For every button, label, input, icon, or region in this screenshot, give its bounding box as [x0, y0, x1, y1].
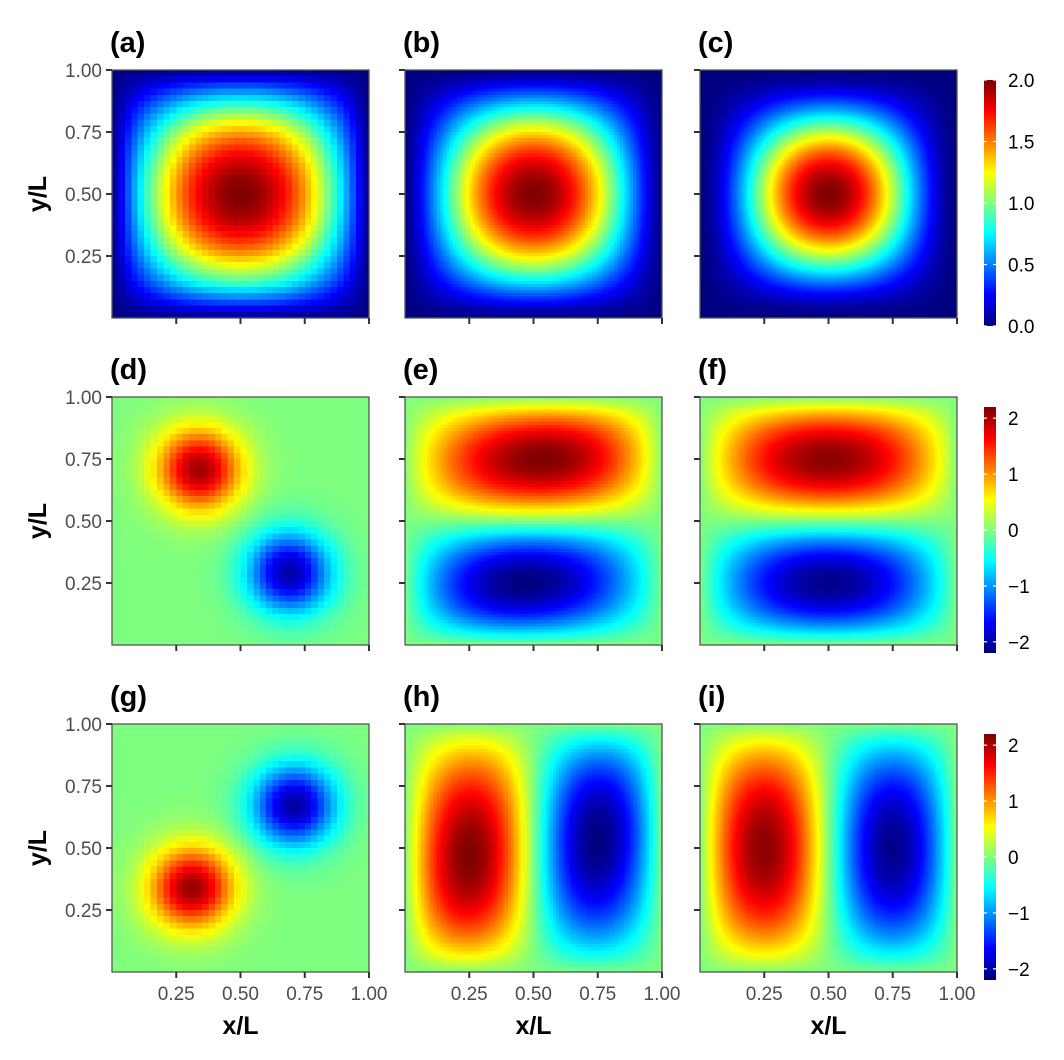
panel-i: (i) 0.25 0.50 0.75 1.00 x/L	[694, 681, 975, 1040]
colorbar-tick-label: −2	[1008, 633, 1030, 654]
heatmap-image	[700, 397, 957, 645]
y-tick-label: 1.00	[65, 388, 102, 409]
colorbar-tick-label: 2.0	[1008, 71, 1034, 92]
heatmap-image	[112, 724, 369, 972]
panel-label: (g)	[110, 681, 147, 713]
x-axis-title: x/L	[515, 1012, 551, 1040]
x-axis-title: x/L	[810, 1012, 846, 1040]
x-tick-label: 0.50	[810, 984, 847, 1005]
colorbar-tick-label: 1	[1008, 465, 1019, 486]
panel-d: (d) 0.25 0.50 0.75 1.00 y/L	[24, 354, 370, 651]
x-tick-label: 0.50	[222, 984, 259, 1005]
colorbar-tick-label: 0	[1008, 848, 1019, 869]
y-tick-label: 1.00	[65, 715, 102, 736]
x-tick-label: 0.75	[874, 984, 911, 1005]
heatmap-image	[405, 724, 662, 972]
colorbar-tick-label: −1	[1008, 577, 1030, 598]
heatmap-image	[112, 397, 369, 645]
colorbar-tick-label: 2	[1008, 409, 1019, 430]
panels-layer: (a) 0.25 0.50 0.75 1.00 y/L (b) (c) (d) 0.25 0.50 0…	[24, 27, 975, 1040]
heatmap-image	[405, 397, 662, 645]
colorbars-layer: 0.0 0.5 1.0 1.5 2.0 −2 −1 0 1 2 −2 −1 0 1 2	[984, 71, 1034, 981]
y-tick-label: 1.00	[65, 61, 102, 82]
y-axis-title: y/L	[24, 176, 52, 212]
x-tick-label: 1.00	[351, 984, 388, 1005]
panel-label: (d)	[110, 354, 147, 386]
colorbar-row-1: −2 −1 0 1 2	[984, 407, 1030, 654]
x-tick-label: 0.25	[158, 984, 195, 1005]
x-tick-label: 0.75	[579, 984, 616, 1005]
y-axis-title: y/L	[24, 830, 52, 866]
colorbar-tick-label: 1	[1008, 792, 1019, 813]
heatmap-image	[405, 70, 662, 318]
heatmap-image	[112, 70, 369, 318]
panel-label: (a)	[110, 27, 145, 59]
y-tick-label: 0.75	[65, 450, 102, 471]
colorbar-tick-label: 0	[1008, 521, 1019, 542]
x-axis-title: x/L	[222, 1012, 258, 1040]
x-tick-label: 0.25	[451, 984, 488, 1005]
heatmap-image	[700, 70, 957, 318]
colorbar-tick-label: 2	[1008, 736, 1019, 757]
colorbar-tick-label: 1.5	[1008, 133, 1034, 154]
y-tick-label: 0.25	[65, 901, 102, 922]
colorbar-gradient	[984, 734, 996, 980]
panel-h: (h) 0.25 0.50 0.75 1.00 x/L	[399, 681, 680, 1040]
y-axis-title: y/L	[24, 503, 52, 539]
panel-label: (f)	[698, 354, 727, 386]
colorbar-tick-label: 1.0	[1008, 194, 1034, 215]
panel-g: (g) 0.25 0.50 0.75 1.00 0.25 0.50 0.75 1.00 x/L y/…	[24, 681, 387, 1040]
y-tick-label: 0.25	[65, 247, 102, 268]
panel-label: (c)	[698, 27, 733, 59]
colorbar-tick-label: −2	[1008, 960, 1030, 981]
colorbar-row-0: 0.0 0.5 1.0 1.5 2.0	[984, 71, 1034, 338]
colorbar-tick-label: 0.5	[1008, 256, 1034, 277]
y-tick-label: 0.50	[65, 185, 102, 206]
x-tick-label: 0.75	[286, 984, 323, 1005]
panel-f: (f)	[694, 354, 958, 651]
panel-e: (e)	[399, 354, 663, 651]
y-tick-label: 0.75	[65, 777, 102, 798]
y-tick-label: 0.25	[65, 574, 102, 595]
y-tick-label: 0.50	[65, 512, 102, 533]
panel-c: (c)	[694, 27, 958, 324]
colorbar-tick-label: −1	[1008, 904, 1030, 925]
x-tick-label: 1.00	[644, 984, 681, 1005]
panel-label: (e)	[403, 354, 438, 386]
panel-b: (b)	[399, 27, 663, 324]
x-tick-label: 1.00	[939, 984, 976, 1005]
y-tick-label: 0.50	[65, 839, 102, 860]
colorbar-tick-label: 0.0	[1008, 317, 1034, 338]
colorbar-row-2: −2 −1 0 1 2	[984, 734, 1030, 981]
panel-label: (h)	[403, 681, 440, 713]
panel-label: (i)	[698, 681, 725, 713]
colorbar-gradient	[984, 407, 996, 653]
heatmap-image	[700, 724, 957, 972]
panel-a: (a) 0.25 0.50 0.75 1.00 y/L	[24, 27, 370, 324]
y-tick-label: 0.75	[65, 123, 102, 144]
x-tick-label: 0.50	[515, 984, 552, 1005]
panel-label: (b)	[403, 27, 440, 59]
x-tick-label: 0.25	[746, 984, 783, 1005]
